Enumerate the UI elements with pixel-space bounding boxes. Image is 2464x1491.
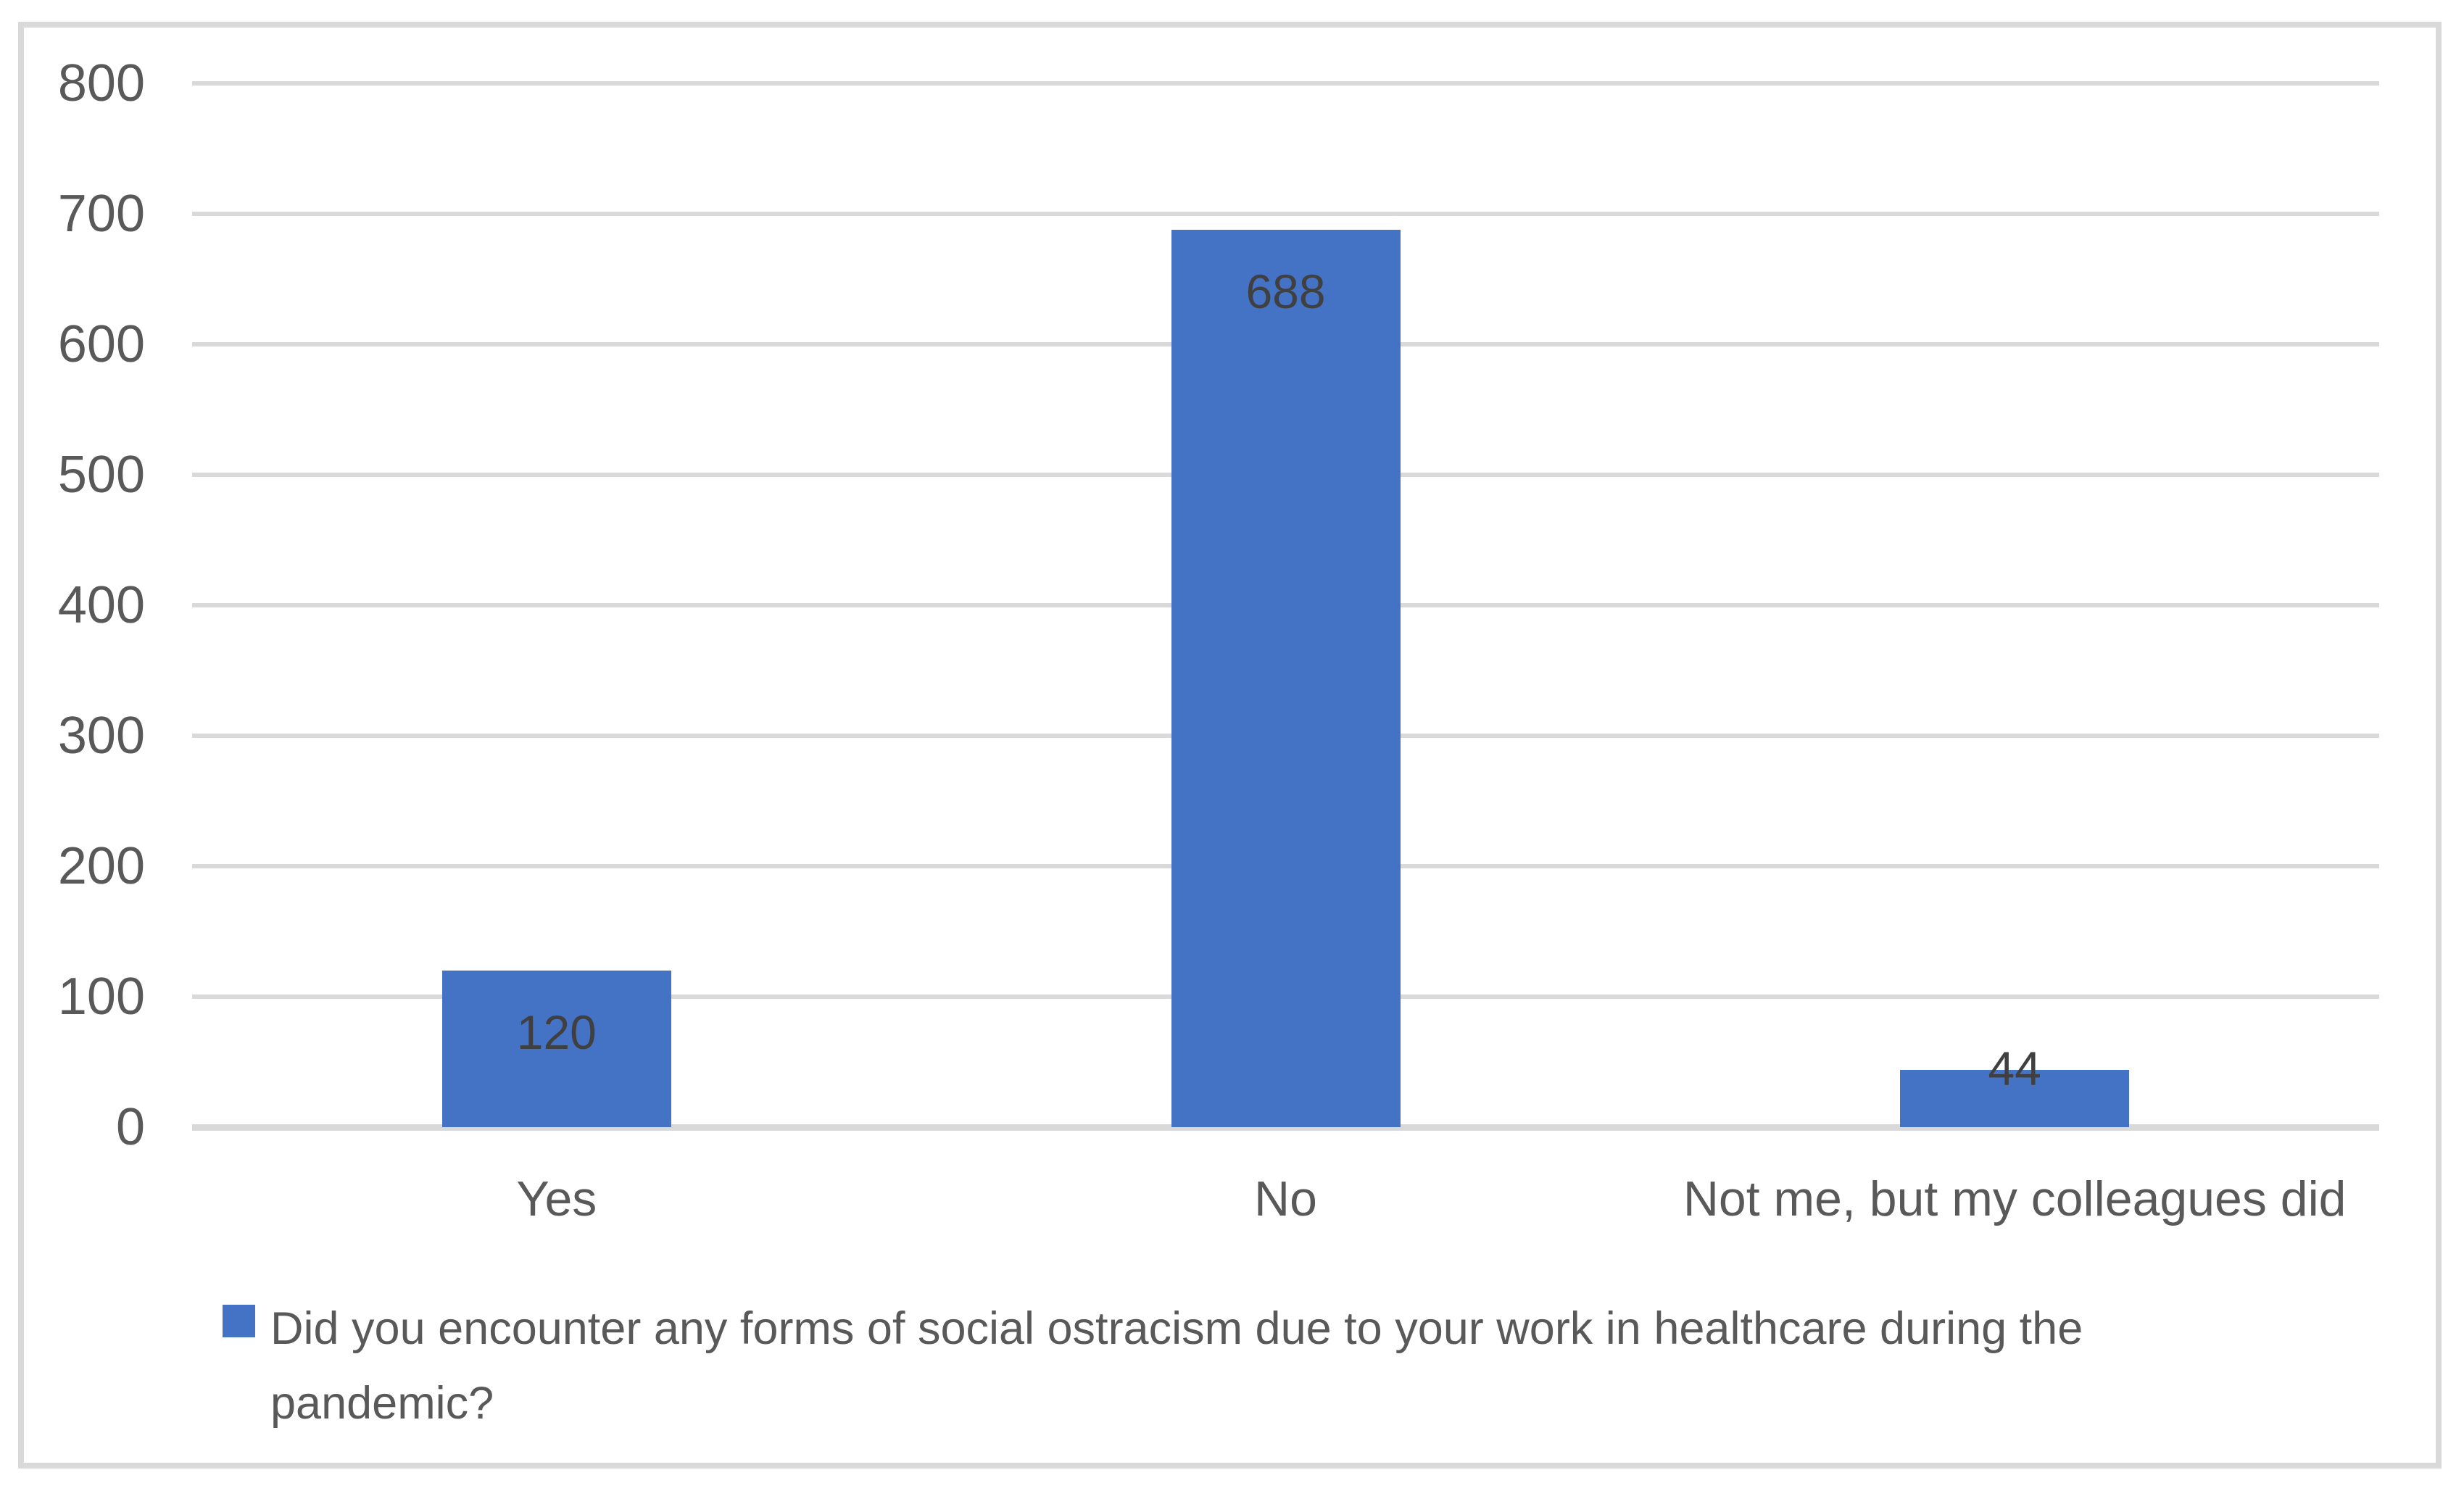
bar [1900, 1069, 2130, 1127]
legend-series-label: Did you encounter any forms of social os… [270, 1303, 2083, 1429]
y-axis-tick-label: 500 [57, 446, 145, 504]
y-axis-tick-label: 700 [57, 185, 145, 243]
legend-series-marker-icon [223, 1305, 255, 1337]
bar [1171, 229, 1401, 1127]
gridline [192, 212, 2379, 216]
bar [441, 971, 671, 1127]
x-axis-category-label: Yes [516, 1171, 597, 1226]
x-axis-category-label: Not me, but my colleagues did [1683, 1171, 2347, 1226]
y-axis-tick-label: 600 [57, 315, 145, 373]
x-axis-category-label: No [1254, 1171, 1317, 1226]
bar-data-label: 688 [1245, 264, 1326, 318]
x-axis-line [192, 1124, 2379, 1131]
gridline [192, 81, 2379, 86]
y-axis-tick-label: 300 [57, 707, 145, 765]
y-axis-tick-label: 200 [57, 837, 145, 895]
bar-data-label: 44 [1988, 1041, 2041, 1095]
y-axis-tick-label: 0 [115, 1098, 145, 1156]
y-axis-tick-label: 400 [57, 576, 145, 634]
bar-data-label: 120 [516, 1005, 597, 1059]
y-axis-tick-label: 800 [57, 54, 145, 112]
y-axis-tick-label: 100 [57, 968, 145, 1026]
